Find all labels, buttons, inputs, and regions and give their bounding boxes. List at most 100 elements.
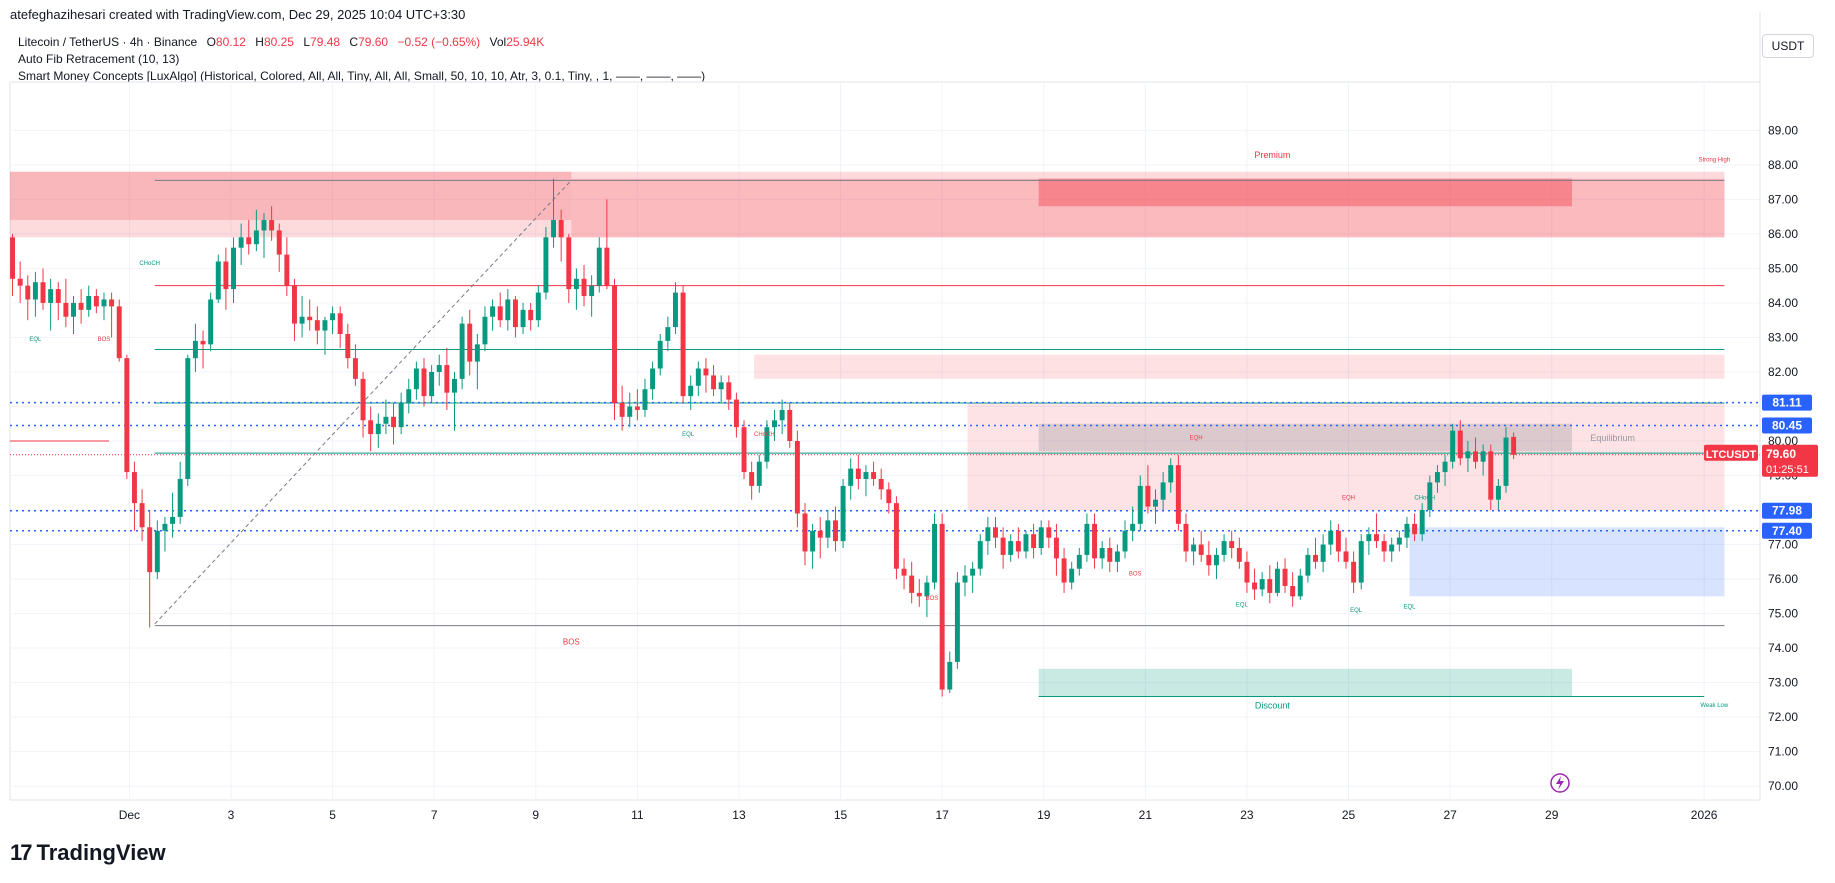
legend-open-label: O [206,35,216,49]
candle [154,520,160,580]
candle [231,237,236,303]
candle [101,292,107,321]
current-price-badge: LTCUSDT 79.60 01:25:51 [1704,444,1818,477]
candle [1335,523,1341,562]
candle [1457,420,1463,466]
y-tick-label: 83.00 [1768,330,1798,344]
chart-legend: Litecoin / TetherUS · 4h · Binance O80.1… [18,34,705,85]
candle [291,278,297,341]
candle [756,454,762,493]
x-tick-label: 7 [431,808,438,822]
candle [985,516,991,555]
candle [352,344,358,386]
x-tick-label: 27 [1443,808,1457,822]
candle [1053,523,1059,576]
legend-indicator-fib[interactable]: Auto Fib Retracement (10, 13) [18,52,180,66]
candle [253,209,259,252]
candle [322,316,328,355]
candle [1404,516,1410,549]
candle [886,482,892,514]
supply-ob-3 [1038,178,1573,207]
x-tick-label: 2026 [1691,808,1718,822]
candle [345,323,351,369]
candle [177,461,183,524]
annotation-label: Premium [1254,150,1290,160]
candle [421,358,427,407]
y-tick-label: 71.00 [1768,745,1798,759]
bolt-icon[interactable] [1550,773,1570,793]
annotation-label: Weak Low [1700,703,1729,709]
candle [452,371,457,431]
candle [459,316,465,390]
candle [1297,568,1303,600]
candle [1412,513,1418,542]
candle [512,296,518,338]
annotation-label: BOS [926,596,939,602]
candle [794,430,800,528]
candle [467,309,473,376]
annotation-label: Discount [1255,701,1291,711]
candle [566,233,572,303]
candle [840,478,846,549]
candle [825,510,831,549]
tradingview-logo[interactable]: 17 TradingView [10,840,166,866]
candle [124,354,130,479]
time-axis[interactable]: Dec 3 5 7 9 11 13 15 17 19 21 23 25 27 29 2026 [119,808,1718,822]
legend-indicator-smc[interactable]: Smart Money Concepts [LuxAlgo] (Historic… [18,69,706,83]
candle [109,292,115,338]
candle [1320,534,1326,573]
candle [1473,437,1479,469]
x-tick-label: 17 [935,808,949,822]
candle [893,496,899,580]
candle [1381,534,1387,562]
annotation-label: EQL [1236,603,1249,609]
annotation-label: BOS [98,337,111,343]
candle [246,220,252,255]
candle [17,261,23,303]
candle [307,299,313,331]
candle [330,306,336,334]
candle [573,268,579,310]
supply-zone-80 [967,403,1725,511]
x-tick-label: 9 [532,808,539,822]
x-tick-label: 21 [1139,808,1153,822]
candle [1076,548,1082,576]
legend-open: 80.12 [215,35,246,49]
candle [1092,513,1098,569]
candle [63,278,69,328]
candle [932,513,938,590]
chart-credit: atefeghazihesari created with TradingVie… [10,7,466,22]
candle [32,271,38,317]
candle [71,296,76,334]
candle [1358,534,1364,590]
candle [383,399,389,435]
y-tick-label: 73.00 [1768,676,1798,690]
candle [482,306,488,352]
candle [360,371,366,438]
candle [749,461,755,500]
candle [1267,565,1273,604]
candle [1130,506,1136,542]
currency-button[interactable]: USDT [1762,34,1814,58]
candle [680,285,686,404]
candle [1198,530,1204,562]
candle [1419,503,1425,542]
candle [1168,458,1174,493]
candle [1442,454,1448,486]
price-marker: 81.11 [1762,394,1812,411]
candle [398,392,404,435]
candle [535,285,541,328]
candle [261,213,267,259]
candle [1252,568,1258,600]
candle [650,361,656,400]
annotation-label: CHoCH [754,432,775,438]
supply-ob-1 [10,171,572,221]
legend-symbol[interactable]: Litecoin / TetherUS · 4h · Binance [18,35,198,49]
candle [1107,537,1113,573]
candle [368,406,374,452]
candle [1206,541,1212,576]
tradingview-wordmark: TradingView [36,840,166,865]
x-tick-label: 13 [732,808,746,822]
candle [657,333,663,376]
